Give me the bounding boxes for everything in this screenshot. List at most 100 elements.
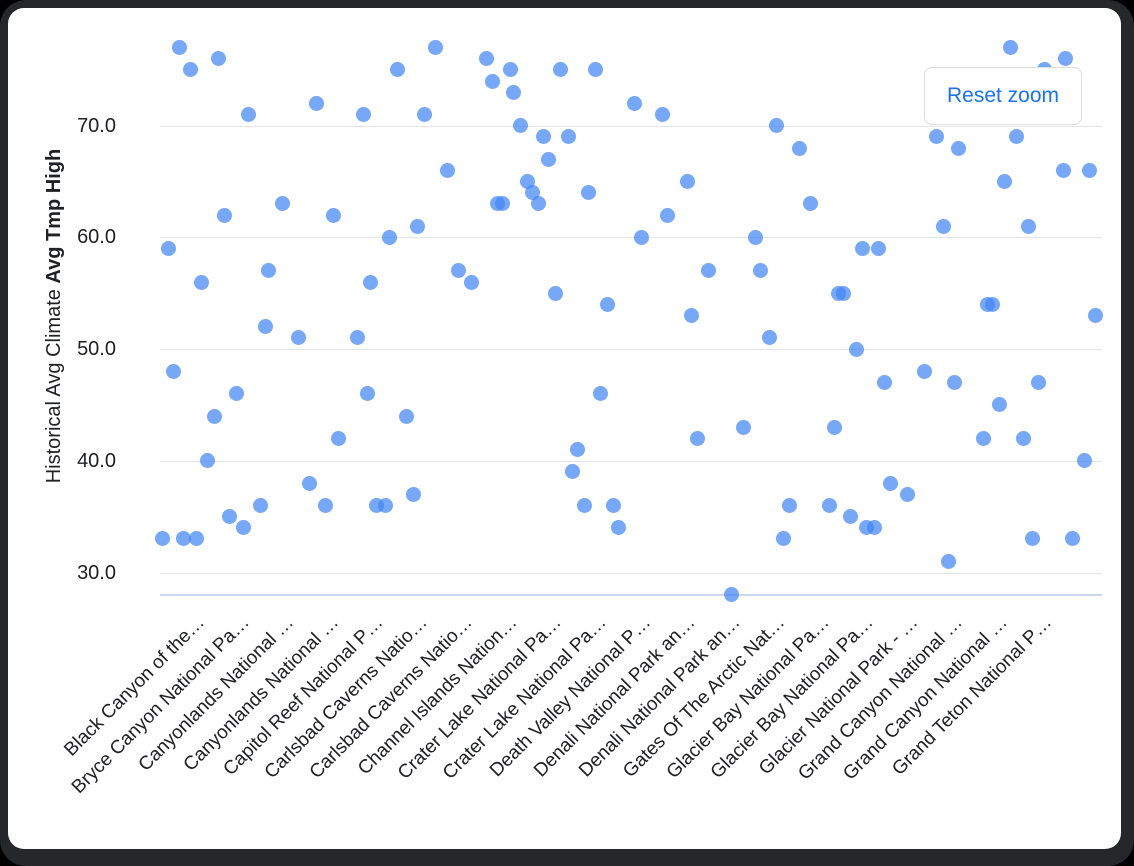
data-point[interactable] — [626, 95, 642, 111]
data-point[interactable] — [975, 430, 991, 446]
data-point[interactable] — [996, 174, 1012, 190]
data-point[interactable] — [171, 40, 187, 55]
data-point[interactable] — [1020, 218, 1036, 234]
data-point[interactable] — [835, 285, 851, 301]
data-point[interactable] — [689, 430, 705, 446]
data-point[interactable] — [569, 442, 585, 458]
data-point[interactable] — [605, 497, 621, 513]
data-point[interactable] — [409, 218, 425, 234]
reset-zoom-button[interactable]: Reset zoom — [924, 67, 1082, 125]
data-point[interactable] — [1024, 531, 1040, 547]
data-point[interactable] — [564, 464, 580, 480]
data-point[interactable] — [221, 509, 237, 525]
data-point[interactable] — [928, 129, 944, 145]
data-point[interactable] — [235, 520, 251, 536]
data-point[interactable] — [330, 430, 346, 446]
data-point[interactable] — [274, 196, 290, 212]
data-point[interactable] — [659, 207, 675, 223]
data-point[interactable] — [540, 151, 556, 167]
data-point[interactable] — [723, 587, 739, 603]
data-point[interactable] — [1087, 308, 1103, 324]
data-point[interactable] — [946, 375, 962, 391]
data-point[interactable] — [916, 363, 932, 379]
data-point[interactable] — [747, 229, 763, 245]
data-point[interactable] — [842, 509, 858, 525]
data-point[interactable] — [359, 386, 375, 402]
data-point[interactable] — [398, 408, 414, 424]
data-point[interactable] — [1008, 129, 1024, 145]
data-point[interactable] — [1076, 453, 1092, 469]
data-point[interactable] — [257, 319, 273, 335]
data-point[interactable] — [502, 62, 518, 78]
data-point[interactable] — [826, 419, 842, 435]
data-point[interactable] — [160, 241, 176, 257]
data-point[interactable] — [494, 196, 510, 212]
data-point[interactable] — [791, 140, 807, 156]
data-point[interactable] — [512, 118, 528, 134]
data-point[interactable] — [439, 162, 455, 178]
data-point[interactable] — [240, 107, 256, 123]
data-point[interactable] — [210, 51, 226, 67]
data-point[interactable] — [193, 274, 209, 290]
data-point[interactable] — [679, 174, 695, 190]
data-point[interactable] — [301, 475, 317, 491]
data-point[interactable] — [984, 296, 1000, 312]
data-point[interactable] — [866, 520, 882, 536]
data-point[interactable] — [252, 497, 268, 513]
data-point[interactable] — [206, 408, 222, 424]
data-point[interactable] — [1030, 375, 1046, 391]
data-point[interactable] — [154, 531, 170, 547]
data-point[interactable] — [899, 486, 915, 502]
data-point[interactable] — [752, 263, 768, 279]
data-point[interactable] — [416, 107, 432, 123]
data-point[interactable] — [802, 196, 818, 212]
data-point[interactable] — [505, 84, 521, 100]
data-point[interactable] — [325, 207, 341, 223]
data-point[interactable] — [216, 207, 232, 223]
data-point[interactable] — [188, 531, 204, 547]
data-point[interactable] — [700, 263, 716, 279]
data-point[interactable] — [683, 308, 699, 324]
data-point[interactable] — [599, 296, 615, 312]
data-point[interactable] — [427, 40, 443, 55]
data-point[interactable] — [870, 241, 886, 257]
data-point[interactable] — [848, 341, 864, 357]
data-point[interactable] — [228, 386, 244, 402]
data-point[interactable] — [1002, 40, 1018, 55]
data-point[interactable] — [377, 497, 393, 513]
data-point[interactable] — [290, 330, 306, 346]
data-point[interactable] — [775, 531, 791, 547]
data-point[interactable] — [1015, 430, 1031, 446]
data-point[interactable] — [654, 107, 670, 123]
data-point[interactable] — [450, 263, 466, 279]
data-point[interactable] — [940, 553, 956, 569]
data-point[interactable] — [463, 274, 479, 290]
data-point[interactable] — [381, 229, 397, 245]
data-point[interactable] — [735, 419, 751, 435]
data-point[interactable] — [580, 185, 596, 201]
data-point[interactable] — [530, 196, 546, 212]
data-point[interactable] — [1055, 162, 1071, 178]
data-point[interactable] — [1057, 51, 1073, 67]
data-point[interactable] — [876, 375, 892, 391]
data-point[interactable] — [260, 263, 276, 279]
data-point[interactable] — [1081, 162, 1097, 178]
data-point[interactable] — [349, 330, 365, 346]
data-point[interactable] — [761, 330, 777, 346]
data-point[interactable] — [633, 229, 649, 245]
data-point[interactable] — [199, 453, 215, 469]
data-point[interactable] — [362, 274, 378, 290]
data-point[interactable] — [405, 486, 421, 502]
data-point[interactable] — [175, 531, 191, 547]
data-point[interactable] — [768, 118, 784, 134]
data-point[interactable] — [991, 397, 1007, 413]
data-point[interactable] — [1064, 531, 1080, 547]
data-point[interactable] — [592, 386, 608, 402]
data-point[interactable] — [950, 140, 966, 156]
data-point[interactable] — [576, 497, 592, 513]
data-point[interactable] — [781, 497, 797, 513]
data-point[interactable] — [882, 475, 898, 491]
data-point[interactable] — [610, 520, 626, 536]
data-point[interactable] — [308, 95, 324, 111]
data-point[interactable] — [547, 285, 563, 301]
